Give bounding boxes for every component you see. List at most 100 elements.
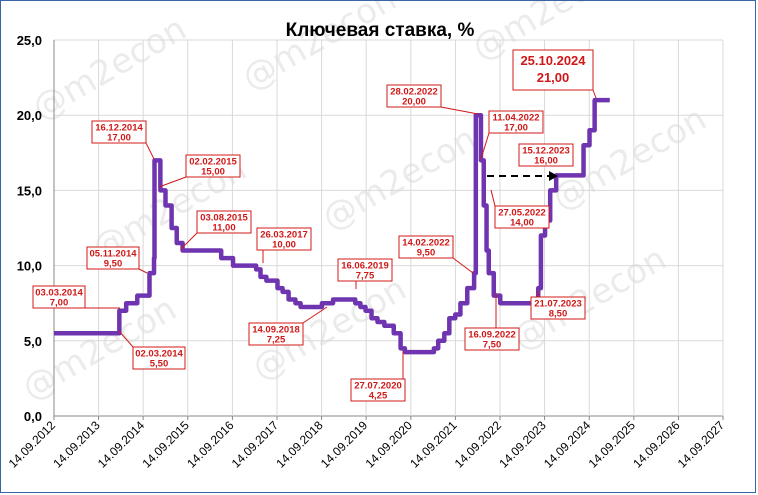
callout-box	[91, 120, 147, 144]
arrow-head	[549, 171, 558, 181]
watermark-layer: @m2econ @m2econ @m2econ@m2econ @m2econ @m2ec…	[16, 1, 714, 409]
callout-leader	[302, 306, 328, 324]
annotation-date: 27.07.2020	[354, 381, 402, 392]
annotation-date: 16.12.2014	[95, 123, 143, 134]
annotation-date: 21.07.2023	[534, 299, 582, 310]
annotation-date: 14.02.2022	[402, 238, 450, 249]
annotation-date: 27.05.2022	[498, 208, 546, 219]
x-tick-label: 14.09.2023	[496, 418, 549, 471]
callout-box	[350, 378, 406, 402]
callout-box	[248, 322, 304, 346]
annotation-callout: 25.10.2024 21,00	[512, 49, 597, 99]
annotation-date: 14.09.2018	[252, 325, 300, 336]
annotation-date: 16.09.2022	[468, 330, 516, 341]
x-tick-label: 14.09.2026	[630, 418, 683, 471]
annotation-value: 10,00	[272, 240, 296, 251]
annotation-value: 17,00	[107, 133, 131, 144]
callout-box	[398, 235, 454, 259]
y-tick-label: 20,0	[17, 108, 42, 123]
x-axis: 14.09.201214.09.201314.09.201414.09.2015…	[6, 418, 728, 471]
annotation-date: 03.08.2015	[200, 213, 248, 224]
callout-box	[386, 84, 442, 108]
x-tick-label: 14.09.2027	[675, 418, 728, 471]
callout-leader	[158, 176, 187, 188]
annotation-date: 02.03.2014	[135, 349, 183, 360]
x-tick-label: 14.09.2017	[229, 418, 282, 471]
annotation-value: 20,00	[402, 97, 426, 108]
annotation-value: 9,50	[104, 259, 123, 270]
callout-leader	[490, 189, 496, 207]
annotation-value: 16,00	[534, 156, 558, 167]
watermark-text: @m2econ	[316, 119, 484, 239]
annotation-value: 8,50	[549, 309, 568, 320]
callout-box	[32, 285, 86, 309]
callout-box	[464, 327, 520, 351]
x-tick-label: 14.09.2014	[95, 418, 148, 471]
chart-title: Ключевая ставка, %	[286, 20, 475, 41]
callout-box	[132, 346, 186, 370]
y-axis: 0,0 5,0 10,0 15,0 20,0 25,0	[17, 33, 42, 424]
callout-box	[512, 49, 594, 91]
callout-box	[185, 154, 241, 178]
annotation-date: 11.04.2022	[492, 113, 539, 124]
annotation-date: 15.12.2023	[522, 146, 570, 157]
annotation-date: 28.02.2022	[390, 87, 438, 98]
callout-box	[196, 210, 252, 234]
annotation-value: 7,50	[483, 340, 502, 351]
x-tick-label: 14.09.2018	[273, 418, 326, 471]
watermark-text: @m2econ	[26, 9, 194, 129]
x-tick-label: 14.09.2024	[541, 418, 594, 471]
annotation-date: 05.11.2014	[89, 249, 137, 260]
y-tick-label: 10,0	[17, 259, 42, 274]
x-tick-label: 14.09.2019	[318, 418, 371, 471]
y-tick-label: 5,0	[24, 334, 42, 349]
annotation-value: 15,00	[201, 167, 225, 178]
annotation-value: 17,00	[504, 123, 528, 134]
callout-leader	[180, 232, 198, 250]
annotation-date: 25.10.2024	[520, 53, 586, 68]
watermark-text: @m2econ	[236, 1, 404, 99]
annotation-date: 03.03.2014	[35, 288, 83, 299]
annotation-value: 14,00	[510, 218, 534, 229]
x-tick-label: 14.09.2025	[586, 418, 639, 471]
callout-leader	[592, 89, 597, 99]
annotation-date: 16.06.2019	[341, 261, 389, 272]
annotation-value: 7,75	[356, 271, 375, 282]
callout-leader	[118, 330, 134, 348]
annotation-value: 7,00	[50, 298, 69, 309]
y-tick-label: 15,0	[17, 183, 42, 198]
x-tick-label: 14.09.2012	[6, 418, 59, 471]
x-tick-label: 14.09.2021	[407, 418, 460, 471]
callout-box	[337, 258, 393, 282]
callout-box	[488, 110, 544, 134]
annotation-date: 02.02.2015	[189, 157, 237, 168]
callout-box	[494, 205, 550, 229]
annotation-value: 21,00	[537, 70, 570, 85]
x-tick-label: 14.09.2020	[363, 418, 416, 471]
x-tick-label: 14.09.2016	[184, 418, 237, 471]
callout-leader	[138, 268, 148, 274]
callout-leader	[480, 132, 490, 160]
x-tick-label: 14.09.2013	[50, 418, 103, 471]
callout-box	[86, 246, 140, 270]
annotation-value: 5,50	[150, 359, 169, 370]
